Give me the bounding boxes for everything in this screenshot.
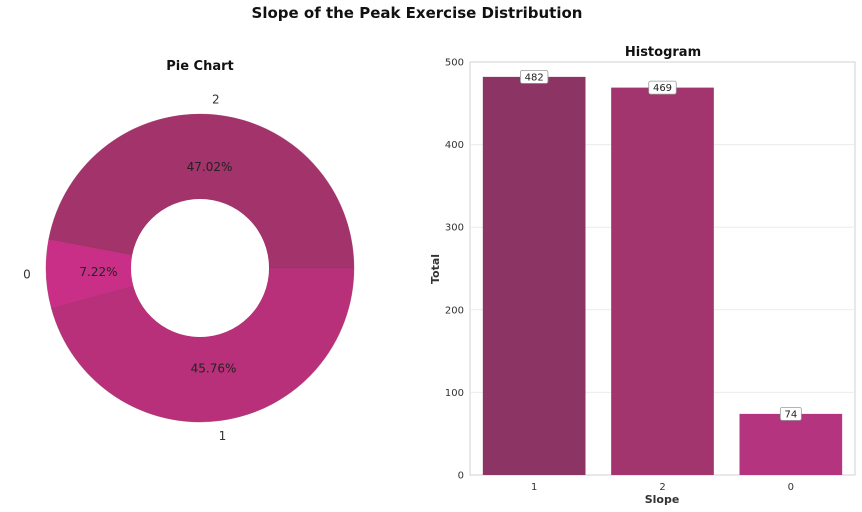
bar-value-label: 482 (525, 72, 544, 83)
bar-value-label: 469 (653, 83, 672, 94)
y-tick-label: 400 (445, 140, 464, 151)
x-tick-label: 0 (788, 482, 794, 493)
x-tick-label: 1 (531, 482, 537, 493)
y-tick-label: 500 (445, 58, 464, 69)
bar-value-label-box (520, 69, 549, 84)
bar-value-label: 74 (784, 409, 797, 420)
bar-slope-2 (611, 87, 714, 475)
histogram-title: Histogram (625, 45, 701, 60)
histogram-y-axis-label: Total (429, 254, 442, 284)
bar-slope-1 (482, 76, 586, 476)
bar-value-label-box (779, 406, 802, 421)
pie-category-label: 0 (23, 268, 31, 282)
figure-title: Slope of the Peak Exercise Distribution (252, 4, 583, 22)
pie-chart-title: Pie Chart (166, 59, 234, 74)
x-tick-label: 2 (659, 482, 665, 493)
histogram-x-axis-label: Slope (645, 493, 680, 506)
pie-category-label: 2 (212, 92, 220, 106)
bar-slope-0 (739, 413, 843, 475)
y-tick-label: 0 (458, 471, 464, 482)
histogram-panel: Histogram 0 100 200 300 400 500 1 482 2 469 0 74 S… (429, 45, 856, 506)
pie-percentage-label: 45.76% (191, 362, 237, 376)
pie-chart-panel: Pie Chart 2 47.02% 0 7.22% 1 45.76% (23, 59, 355, 443)
y-tick-label: 300 (445, 223, 464, 234)
pie-percentage-label: 47.02% (187, 160, 233, 174)
pie-category-label: 1 (219, 429, 227, 443)
y-tick-label: 200 (445, 305, 464, 316)
donut-hole (131, 199, 269, 337)
pie-percentage-label: 7.22% (79, 265, 117, 279)
bar-value-label-box (648, 80, 677, 95)
y-tick-label: 100 (445, 388, 464, 399)
